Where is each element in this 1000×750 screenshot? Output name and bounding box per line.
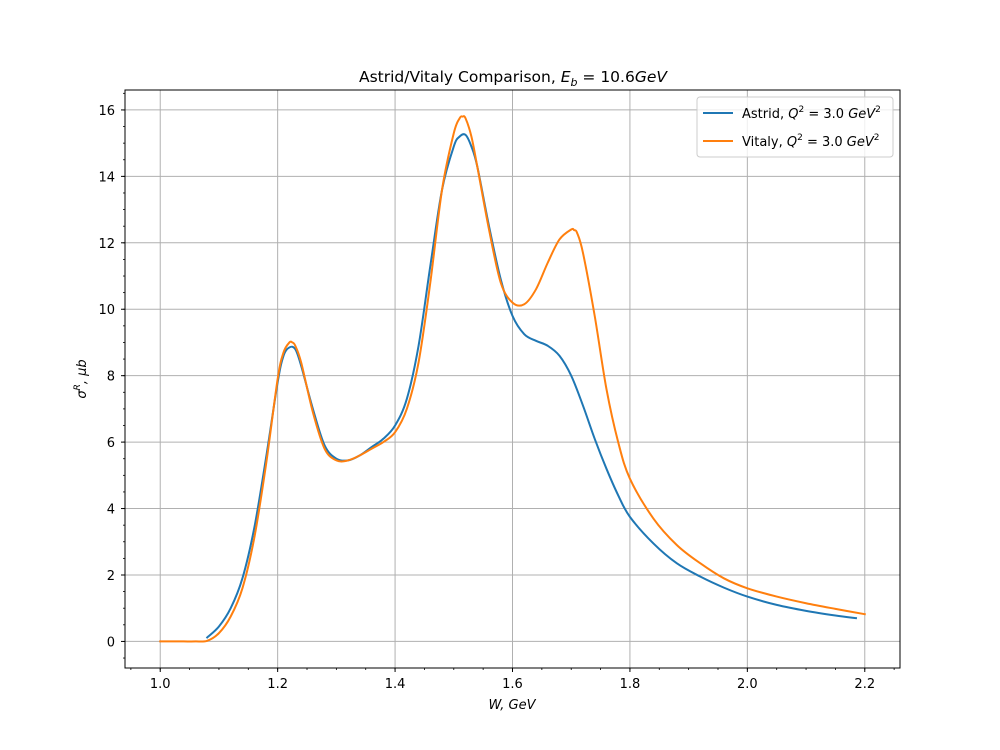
chart-title: Astrid/Vitaly Comparison, Eb = 10.6GeV [359,68,668,89]
y-tick-label: 4 [107,503,115,518]
y-axis-title: σR, μb [73,359,90,398]
series-line-vitaly [159,115,866,643]
series-layer [159,115,866,643]
x-tick-label: 1.2 [267,677,288,692]
y-tick-label: 8 [107,370,115,385]
y-tick-label: 0 [107,635,115,650]
y-tick-label: 14 [98,170,115,185]
grid [125,90,900,668]
y-tick-label: 16 [98,104,115,119]
y-tick-label: 2 [107,569,115,584]
y-tick-label: 6 [107,436,115,451]
series-line-astrid [205,133,858,639]
x-tick-label: 1.4 [385,677,406,692]
axis-ticks: 1.0 1.2 1.4 1.6 1.8 2.0 2.2 0 2 4 6 8 10 12 14 16 [98,92,895,692]
x-axis-title: W, GeV [488,698,536,713]
x-tick-label: 1.8 [620,677,641,692]
legend-label-astrid: Astrid, Q2 = 3.0 GeV2 [742,105,881,122]
x-tick-label: 1.6 [502,677,523,692]
legend-frame [696,96,894,158]
y-tick-label: 12 [98,237,115,252]
x-tick-label: 1.0 [150,677,171,692]
legend: Astrid, Q2 = 3.0 GeV2 Vitaly, Q2 = 3.0 G… [696,96,894,158]
y-tick-label: 10 [98,303,115,318]
x-tick-label: 2.2 [854,677,875,692]
x-tick-label: 2.0 [737,677,758,692]
legend-label-vitaly: Vitaly, Q2 = 3.0 GeV2 [742,133,880,150]
